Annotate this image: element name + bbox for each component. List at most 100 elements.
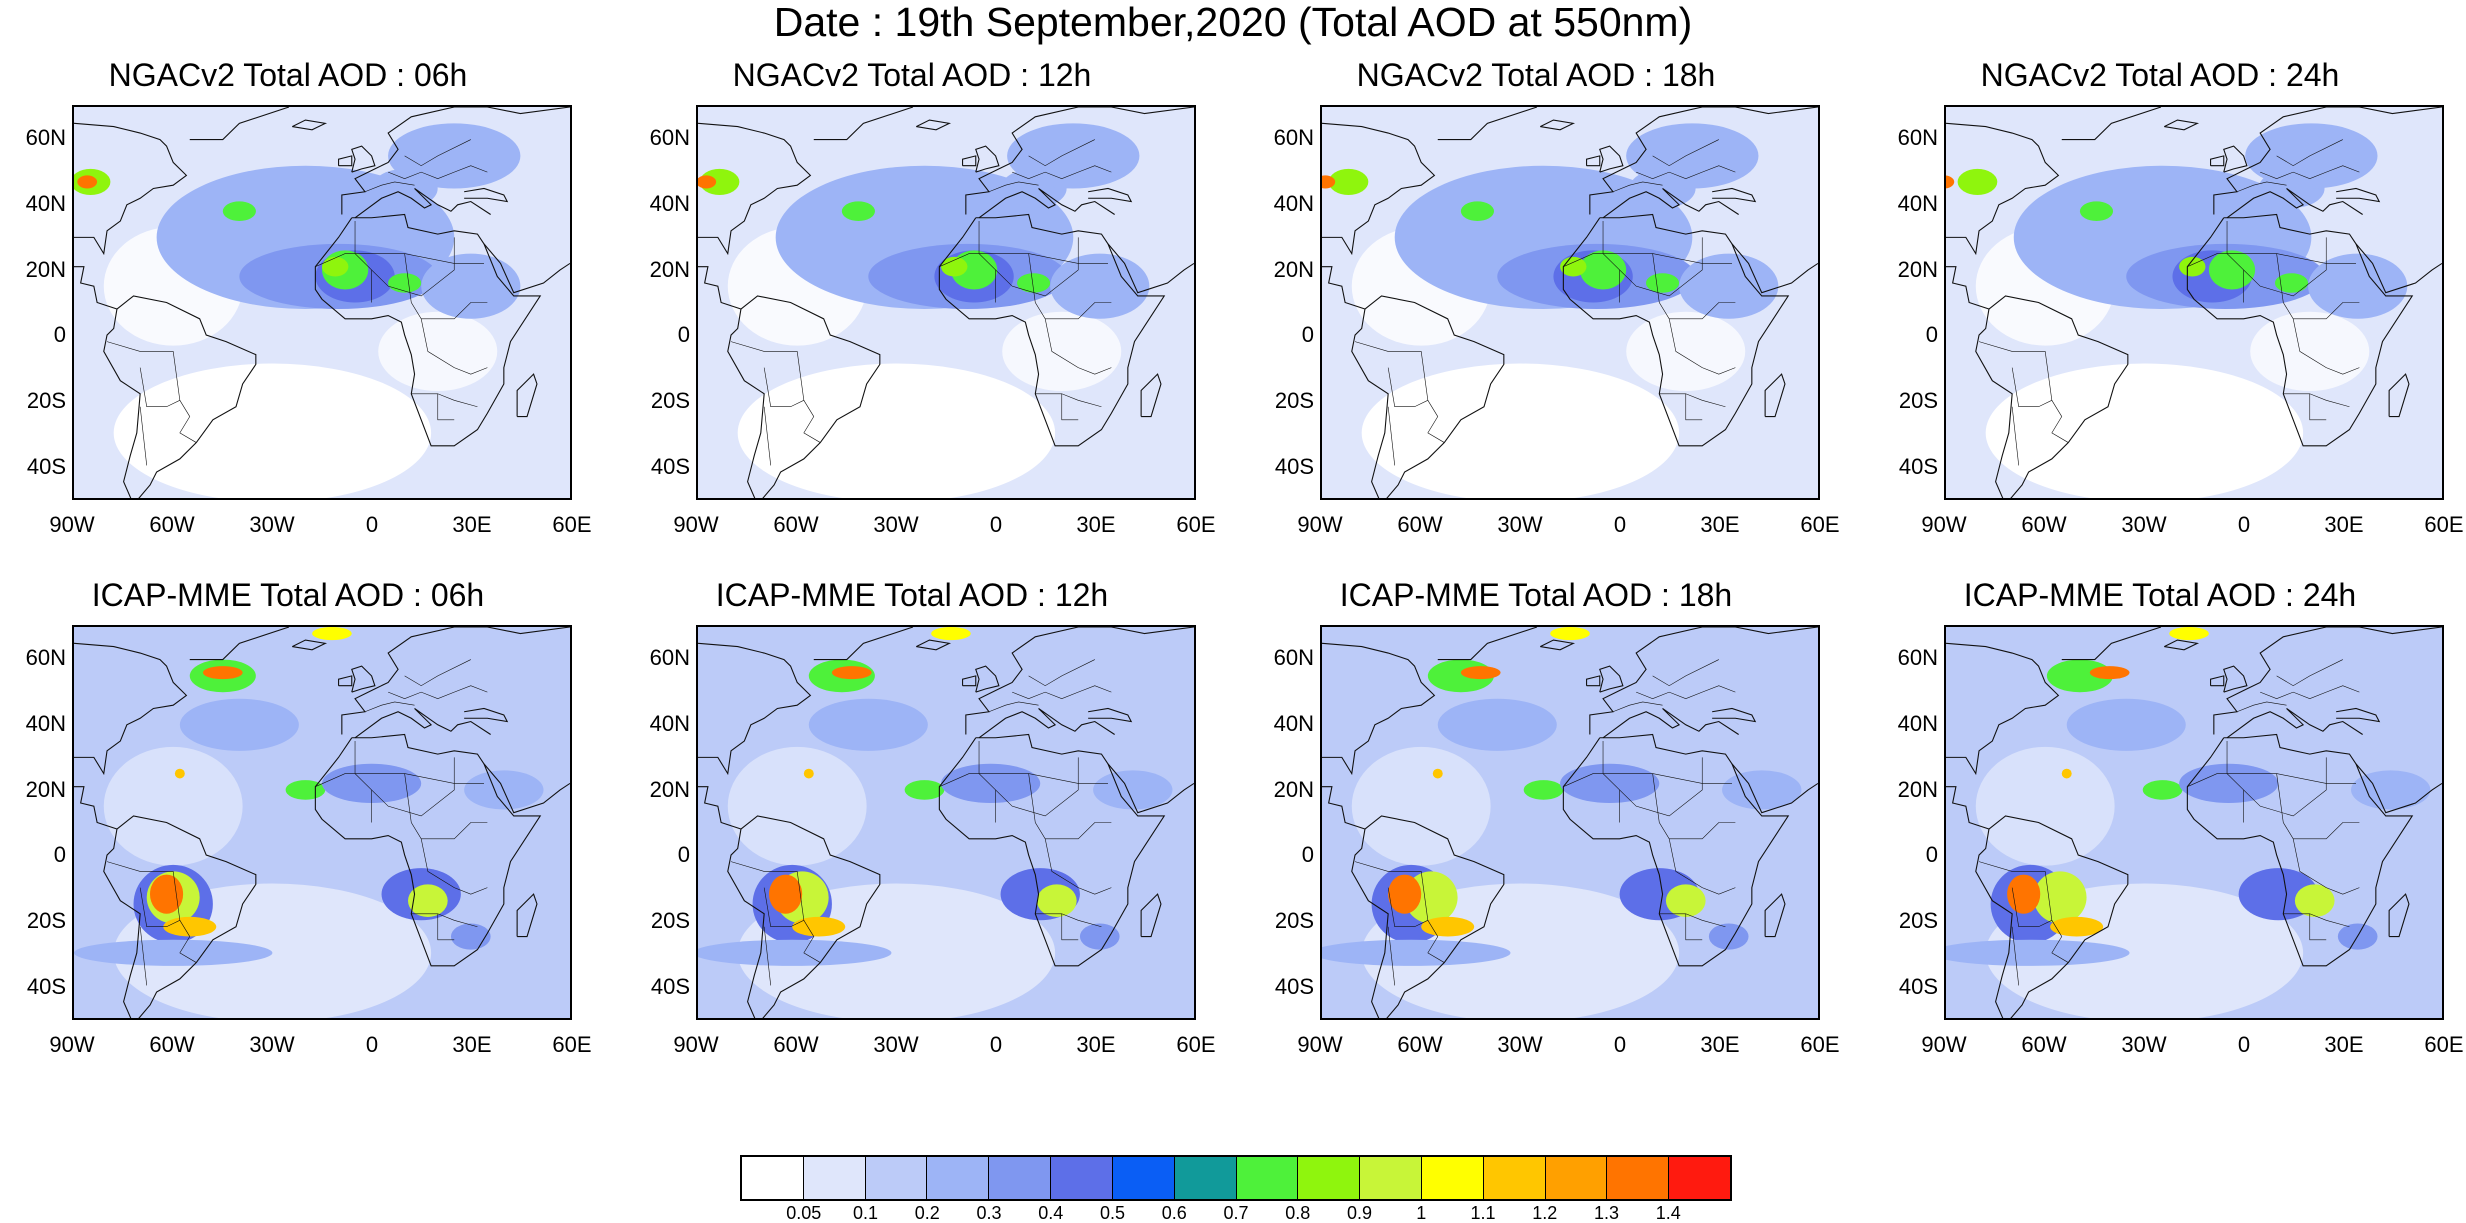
aod-plume [322, 256, 349, 277]
aod-plume [1679, 253, 1779, 319]
aod-plume [1460, 666, 1501, 680]
aod-plume [2351, 770, 2431, 810]
lon-tick-label: 90W [49, 512, 95, 537]
aod-plume [1007, 123, 1140, 189]
lon-tick-label: 0 [989, 512, 1003, 537]
lat-tick-label: 0 [1925, 842, 1938, 868]
lat-tick-label: 20S [26, 388, 66, 414]
lat-tick-label: 40S [1274, 454, 1314, 480]
aod-plume [904, 780, 945, 800]
colorbar-tick-label: 1.2 [1532, 1203, 1558, 1223]
aod-map [1320, 625, 1820, 1020]
lon-tick-label: 0 [1613, 1032, 1627, 1057]
map-panel-ngac-12: NGACv2 Total AOD : 12h 60N 40N 20N 0 20S 40S 9… [632, 55, 1216, 575]
aod-plume [1328, 168, 1369, 195]
lat-tick-label: 40S [26, 974, 66, 1000]
aod-plume [2061, 768, 2072, 779]
lat-tick-label: 40N [1273, 190, 1314, 216]
aod-plume [1560, 763, 1660, 803]
colorbar-swatch [1545, 1157, 1608, 1199]
aod-plume [1322, 175, 1336, 189]
lon-tick-label: 0 [365, 1032, 379, 1057]
aod-plume [792, 916, 846, 937]
lat-tick-label: 20N [25, 776, 66, 802]
colorbar-tick-label: 0.3 [976, 1203, 1002, 1223]
colorbar-swatch [742, 1157, 804, 1199]
lat-tick-label: 20N [1273, 256, 1314, 282]
aod-plume [2007, 874, 2041, 914]
lon-tick-label: 30W [1497, 512, 1543, 537]
aod-plume [1017, 273, 1051, 293]
aod-plume [2079, 201, 2114, 222]
lat-tick-label: 20N [1897, 776, 1938, 802]
lat-tick-label: 40S [1274, 974, 1314, 1000]
aod-plume [1036, 884, 1077, 918]
aod-plume [1437, 698, 1557, 751]
lon-tick-label: 0 [2237, 1032, 2251, 1057]
aod-plume [1432, 768, 1443, 779]
aod-plume [1079, 923, 1120, 950]
lat-tick-label: 60N [1273, 124, 1314, 150]
aod-plume [941, 763, 1041, 803]
lat-tick-label: 0 [1301, 322, 1314, 348]
colorbar-swatch [1421, 1157, 1484, 1199]
aod-plume [803, 768, 814, 779]
aod-plume [2245, 123, 2378, 189]
map-panel-icap-24: ICAP-MME Total AOD : 24h 60N 40N 20N 0 20S 40… [1880, 575, 2464, 1095]
lon-tick-label: 60E [1800, 512, 1840, 537]
lat-tick-label: 20N [649, 776, 690, 802]
lat-tick-label: 60N [25, 644, 66, 670]
aod-plume [841, 201, 875, 222]
aod-map [696, 105, 1196, 500]
colorbar-swatch [1669, 1157, 1730, 1199]
lon-tick-label: 0 [1613, 512, 1627, 537]
lon-tick-label: 60E [552, 1032, 592, 1057]
aod-plume [698, 175, 717, 189]
lon-tick-label: 90W [1921, 512, 1967, 537]
panel-title: ICAP-MME Total AOD : 18h [1339, 577, 1733, 613]
aod-plume [2308, 253, 2408, 319]
panel-title: ICAP-MME Total AOD : 12h [715, 577, 1109, 613]
aod-map [1944, 105, 2444, 500]
colorbar-swatch [1607, 1157, 1670, 1199]
lon-tick-label: 60E [1176, 1032, 1216, 1057]
aod-plume [931, 627, 971, 641]
aod-plume [831, 666, 872, 680]
panel-title: NGACv2 Total AOD : 24h [1980, 57, 2340, 93]
panel-title: NGACv2 Total AOD : 18h [1356, 57, 1716, 93]
aod-plume [1665, 884, 1706, 918]
lat-tick-label: 20N [25, 256, 66, 282]
panel-title: NGACv2 Total AOD : 12h [732, 57, 1092, 93]
lon-tick-label: 30E [2324, 1032, 2364, 1057]
lat-tick-label: 40S [26, 454, 66, 480]
aod-plume [699, 168, 740, 195]
aod-plume [1388, 874, 1422, 914]
lon-tick-label: 90W [1297, 1032, 1343, 1057]
colorbar-swatch [1298, 1157, 1361, 1199]
lon-tick-label: 60E [2424, 512, 2464, 537]
lat-tick-label: 40N [649, 710, 690, 736]
lat-tick-label: 20S [1898, 908, 1938, 934]
lat-tick-label: 40N [1273, 710, 1314, 736]
lat-tick-label: 60N [1897, 124, 1938, 150]
lon-tick-label: 0 [2237, 512, 2251, 537]
colorbar-tick-label: 0.1 [852, 1203, 879, 1223]
lat-tick-label: 0 [1301, 842, 1314, 868]
panel-title: NGACv2 Total AOD : 06h [108, 57, 468, 93]
colorbar-swatch [865, 1157, 928, 1199]
lon-tick-label: 60E [2424, 1032, 2464, 1057]
aod-map [696, 625, 1196, 1020]
aod-plume [808, 698, 928, 751]
lon-tick-label: 60E [1176, 512, 1216, 537]
colorbar-tick-label: 0.6 [1161, 1203, 1187, 1223]
lat-tick-label: 40S [650, 454, 690, 480]
aod-plume [388, 273, 422, 293]
lat-tick-label: 0 [677, 842, 690, 868]
lat-tick-label: 0 [53, 322, 66, 348]
aod-plume [1322, 939, 1511, 966]
aod-map [1320, 105, 1820, 500]
aod-plume [2294, 884, 2335, 918]
lat-tick-label: 20N [649, 256, 690, 282]
panel-title: ICAP-MME Total AOD : 24h [1963, 577, 2357, 613]
lon-tick-label: 60W [2021, 1032, 2067, 1057]
